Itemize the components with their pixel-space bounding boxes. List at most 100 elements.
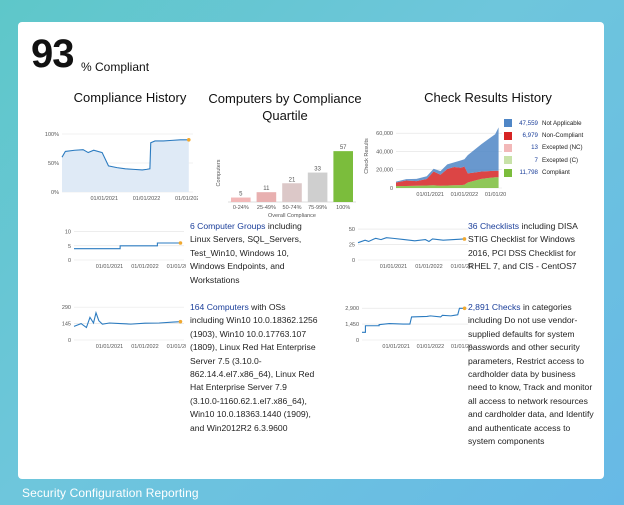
- compliance-percent: 93: [31, 32, 74, 76]
- tick-label: 25: [349, 243, 355, 249]
- tick-label: 01/01/2022: [131, 264, 159, 270]
- checks-link[interactable]: 2,891 Checks: [468, 302, 521, 312]
- checklists-trend-chart: 0 25 50 01/01/2021 01/01/2022 01/01/2023: [349, 227, 472, 270]
- legend-swatch: [504, 168, 512, 177]
- tick-label: 01/01/2021: [416, 192, 444, 198]
- area-series: [396, 177, 499, 188]
- legend-value: 47,559: [519, 119, 538, 127]
- tick-label: 01/01/2021: [96, 264, 124, 270]
- legend-label: Excepted (C): [542, 156, 579, 164]
- tick-label: 50-74%: [283, 205, 302, 211]
- y-axis-label: Check Results: [364, 138, 370, 174]
- last-point: [178, 241, 183, 245]
- tick-label: 0%: [51, 190, 59, 196]
- legend-label: Non-Compliant: [542, 132, 584, 140]
- tick-label: 01/01/2021: [380, 264, 408, 270]
- series-line: [74, 242, 181, 250]
- compliance-history-title: Compliance History: [73, 90, 187, 105]
- tick-label: 75-99%: [308, 205, 327, 211]
- last-point: [462, 237, 467, 241]
- tick-label: 01/01/2022: [415, 264, 443, 270]
- quartile-title: Computers by Compliance Quartile: [208, 91, 362, 123]
- tick-label: 0: [68, 338, 71, 344]
- bar-value-label: 21: [289, 177, 296, 183]
- tick-label: 100%: [45, 132, 59, 138]
- bar: [307, 172, 328, 202]
- legend-entry: 6,979 Non-Compliant: [504, 129, 583, 141]
- tick-label: 0: [390, 186, 393, 192]
- checklists-text: including DISA STIG Checklist for Window…: [468, 221, 578, 272]
- legend-value: 11,798: [519, 169, 538, 177]
- tick-label: 0: [68, 258, 71, 264]
- tick-label: 01/01/2021: [382, 344, 410, 350]
- legend-swatch: [504, 143, 512, 152]
- bar: [231, 197, 251, 202]
- area-fill: [62, 139, 189, 192]
- tick-label: 01/01/2022: [131, 344, 159, 350]
- legend-value: 13: [531, 144, 538, 152]
- tick-label: 01/01/2023: [485, 192, 506, 198]
- tick-label: 10: [65, 230, 71, 236]
- bar-value-label: 5: [239, 192, 243, 198]
- computers-link[interactable]: 164 Computers: [190, 302, 249, 312]
- groups-text: including Linux Servers, SQL_Servers, Te…: [190, 221, 302, 285]
- page-caption: Security Configuration Reporting: [22, 486, 199, 500]
- last-point: [178, 319, 183, 324]
- legend-value: 7: [534, 156, 538, 164]
- legend-label: Not Applicable: [542, 119, 582, 127]
- tick-label: 20,000: [376, 168, 393, 174]
- series-line: [73, 310, 181, 329]
- checks-trend-chart: 0 1,450 2,900 01/01/2021 01/01/2022 01/01/202…: [345, 306, 472, 350]
- computers-text: with OSs including Win10 10.0.18362.1256…: [190, 302, 318, 433]
- tick-label: 0: [356, 338, 359, 344]
- tick-label: 0-24%: [233, 205, 249, 211]
- legend-entry: 13 Excepted (NC): [504, 142, 583, 154]
- tick-label: 01/01/2021: [90, 196, 118, 202]
- legend-value: 6,979: [522, 132, 538, 140]
- series-line: [357, 237, 465, 244]
- last-point: [186, 138, 191, 142]
- tick-label: 5: [68, 244, 71, 250]
- compliance-history-chart: 0% 50% 100% 01/01/2021 01/01/2022 01/01/2023: [45, 132, 198, 202]
- computers-description: 164 Computers with OSs including Win10 1…: [190, 301, 318, 435]
- tick-label: 01/01/2022: [417, 344, 445, 350]
- checklists-link[interactable]: 36 Checklists: [468, 221, 520, 231]
- legend-label: Excepted (NC): [542, 144, 583, 152]
- tick-label: 40,000: [376, 149, 393, 155]
- tick-label: 100%: [336, 205, 350, 211]
- groups-trend-chart: 0 5 10 01/01/2021 01/01/2022 01/01/2023: [65, 230, 186, 270]
- tick-label: 60,000: [376, 131, 393, 137]
- legend-swatch: [504, 131, 512, 140]
- tick-label: 50%: [48, 161, 59, 167]
- series-line: [61, 139, 189, 171]
- report-card: 93 % Compliant Compliance History Comput…: [18, 22, 604, 479]
- legend-entry: 11,798 Compliant: [504, 167, 583, 179]
- bar-value-label: 11: [263, 186, 270, 192]
- tick-label: 01/01/2023: [175, 196, 198, 202]
- tick-label: 1,450: [345, 322, 359, 328]
- bar-value-label: 57: [340, 145, 347, 151]
- tick-label: 01/01/2022: [451, 192, 479, 198]
- tick-label: 0: [352, 258, 355, 264]
- y-axis-label: Computers: [216, 159, 222, 186]
- tick-label: 145: [62, 322, 71, 328]
- tick-label: 25-49%: [257, 205, 276, 211]
- legend-swatch: [504, 156, 512, 165]
- tick-label: 01/01/2023: [451, 344, 472, 350]
- bar: [333, 151, 353, 202]
- groups-link[interactable]: 6 Computer Groups: [190, 221, 266, 231]
- bar: [256, 192, 277, 202]
- checks-description: 2,891 Checks in categories including Do …: [468, 301, 596, 448]
- tick-label: 01/01/2021: [96, 344, 124, 350]
- tick-label: 2,900: [345, 306, 359, 312]
- legend-entry: 47,559 Not Applicable: [504, 117, 583, 129]
- x-axis-label: Overall Compliance: [268, 213, 316, 219]
- legend-label: Compliant: [542, 169, 570, 177]
- legend-swatch: [504, 119, 512, 128]
- area-series: [396, 166, 499, 187]
- check-results-title: Check Results History: [424, 90, 552, 105]
- series-line: [362, 307, 465, 333]
- tick-label: 01/01/2023: [451, 264, 472, 270]
- tick-label: 01/01/2022: [133, 196, 161, 202]
- quartile-chart: 5 0-24% 11 25-49% 21 50-74% 33 75-99% 57 100% Over…: [216, 145, 356, 219]
